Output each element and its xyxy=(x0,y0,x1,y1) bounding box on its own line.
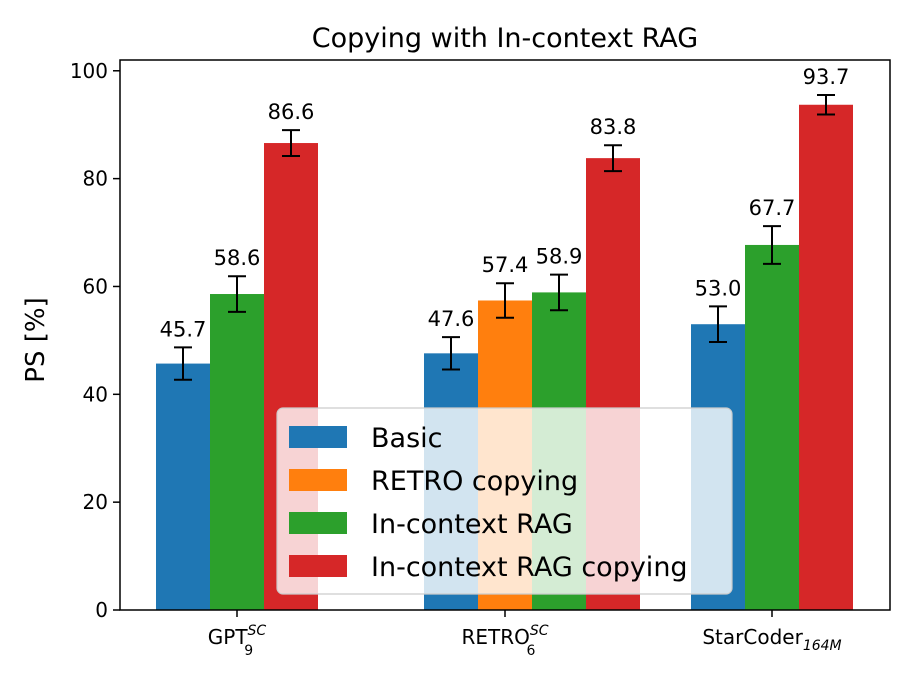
legend-swatch xyxy=(289,469,347,491)
chart-title: Copying with In-context RAG xyxy=(312,23,698,54)
data-label: 86.6 xyxy=(268,100,315,124)
legend: Basic RETRO copying In-context RAG In-conte… xyxy=(277,408,732,594)
data-label: 67.7 xyxy=(749,196,796,220)
y-tick-label: 60 xyxy=(83,274,108,298)
legend-swatch xyxy=(289,426,347,448)
data-label: 93.7 xyxy=(803,65,850,89)
data-label: 45.7 xyxy=(160,317,207,341)
data-label: 57.4 xyxy=(482,253,529,277)
data-label: 53.0 xyxy=(695,276,742,300)
legend-swatch xyxy=(289,512,347,534)
legend-label: In-context RAG xyxy=(371,509,573,540)
data-label: 83.8 xyxy=(590,115,637,139)
y-tick-label: 80 xyxy=(83,167,108,191)
y-tick-label: 100 xyxy=(70,59,108,83)
bar-in-context-rag-0 xyxy=(210,294,264,610)
bar-basic-0 xyxy=(156,364,210,610)
data-label: 58.9 xyxy=(536,245,583,269)
y-tick-label: 0 xyxy=(95,598,108,622)
legend-label: RETRO copying xyxy=(371,466,578,497)
legend-swatch xyxy=(289,555,347,577)
y-tick-label: 40 xyxy=(83,382,108,406)
bar-in-context-rag-copying-2 xyxy=(799,105,853,610)
legend-label: Basic xyxy=(371,423,442,454)
bar-in-context-rag-2 xyxy=(745,245,799,610)
legend-label: In-context RAG copying xyxy=(371,552,688,583)
data-label: 58.6 xyxy=(214,246,261,270)
y-axis-label: PS [%] xyxy=(21,297,51,382)
data-label: 47.6 xyxy=(428,307,475,331)
y-tick-label: 20 xyxy=(83,490,108,514)
